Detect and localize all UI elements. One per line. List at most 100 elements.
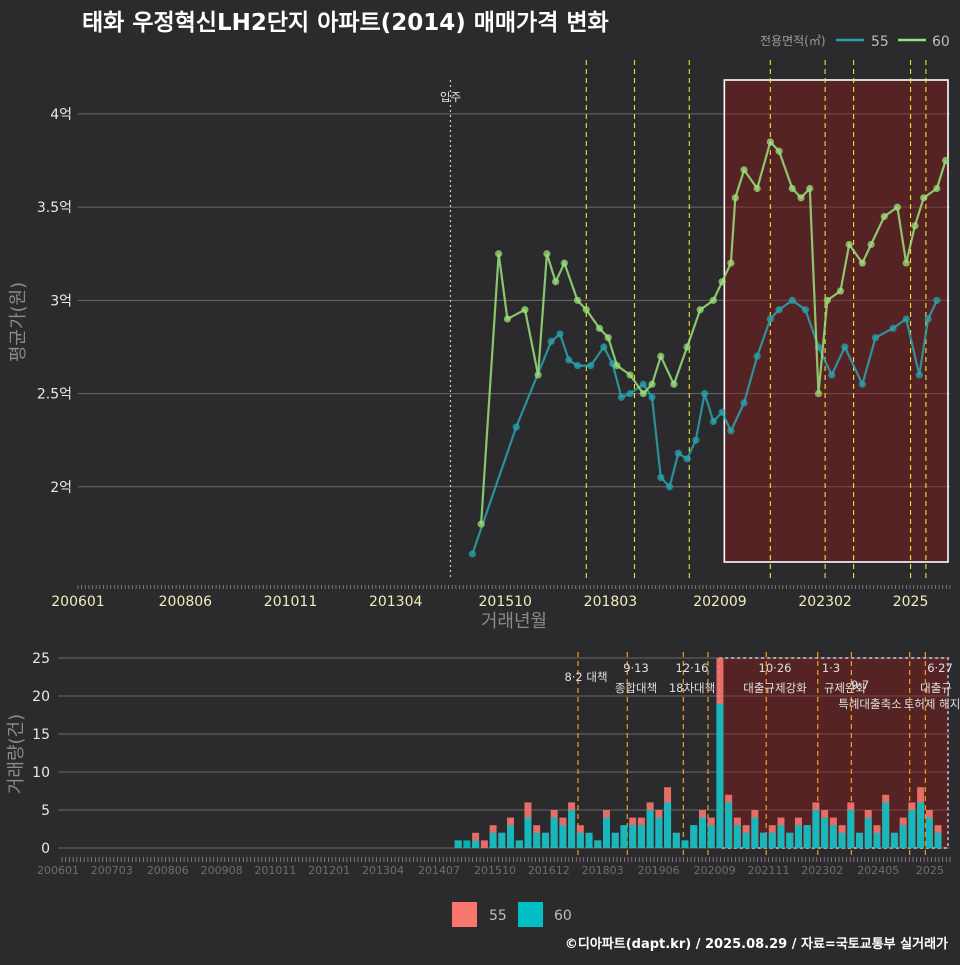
bar-55 (480, 840, 488, 848)
policy-name-label: 규제완화 (824, 681, 867, 695)
bar-60 (882, 802, 890, 848)
x-tick-label: 201803 (584, 594, 637, 610)
data-point-60 (731, 194, 739, 202)
data-point-55 (788, 296, 796, 304)
bar-60 (890, 832, 898, 848)
policy-name-label: 18차대책 (669, 681, 715, 695)
bar-60 (594, 840, 602, 848)
data-point-55 (858, 380, 866, 388)
data-point-60 (942, 156, 950, 165)
data-point-60 (604, 334, 612, 342)
x-tick-label: 202009 (693, 594, 746, 610)
bar-x-tick-label: 200806 (147, 864, 189, 877)
bar-60 (454, 840, 462, 848)
bar-x-tick-label: 200703 (91, 864, 133, 877)
move-in-label: 입주 (440, 90, 461, 104)
policy-name-label: 토허제 해지 (904, 697, 960, 711)
bar-60 (515, 840, 523, 848)
bar-y-tick-label: 20 (32, 689, 50, 705)
data-point-60 (534, 371, 542, 379)
bar-60 (550, 817, 558, 848)
policy-name-label: 종합대책 (615, 681, 657, 695)
bar-60 (472, 840, 480, 848)
y-tick-label: 3억 (50, 293, 72, 309)
data-point-60 (670, 380, 678, 388)
bar-x-tick-label: 201803 (582, 864, 624, 877)
bar-60 (812, 810, 820, 848)
data-point-55 (674, 449, 682, 457)
x-tick-label: 200806 (159, 594, 213, 610)
data-point-60 (727, 259, 735, 267)
bar-x-tick-label: 201407 (418, 864, 460, 877)
bar-x-tick-label: 201304 (362, 864, 404, 877)
highlight-band (723, 79, 949, 563)
data-point-60 (521, 306, 529, 314)
bar-60 (742, 832, 750, 848)
data-point-60 (503, 315, 512, 323)
data-point-60 (543, 250, 551, 258)
data-point-55 (617, 393, 625, 401)
policy-date-label: 9·7 (851, 678, 869, 692)
bar-y-axis-title: 거래량(건) (6, 714, 27, 794)
bar-60 (934, 832, 942, 848)
data-point-55 (709, 417, 717, 426)
bar-y-tick-label: 10 (32, 765, 50, 781)
bar-60 (541, 832, 549, 848)
data-point-60 (766, 138, 774, 146)
data-point-55 (626, 389, 634, 398)
bar-x-tick-label: 201906 (638, 864, 680, 877)
x-tick-label: 201510 (479, 594, 532, 610)
data-point-60 (657, 352, 665, 360)
data-point-55 (512, 423, 520, 431)
bar-x-tick-label: 201510 (474, 864, 516, 877)
bar-x-tick-label: 201201 (308, 864, 350, 877)
bar-legend-swatch-60 (518, 902, 543, 927)
data-point-55 (727, 427, 735, 435)
legend-label-60: 60 (932, 34, 950, 50)
data-point-55 (573, 362, 582, 370)
bar-60 (864, 817, 872, 848)
bar-60 (559, 825, 567, 848)
data-point-55 (933, 296, 941, 304)
bar-60 (707, 825, 715, 848)
bar-60 (908, 810, 916, 848)
bar-legend-swatch-55 (452, 902, 477, 927)
bar-y-tick-label: 15 (32, 727, 50, 743)
data-point-60 (797, 194, 805, 202)
data-point-60 (648, 380, 656, 388)
data-point-55 (657, 473, 665, 482)
data-point-60 (718, 278, 726, 286)
y-tick-label: 4억 (50, 107, 72, 123)
bar-60 (629, 825, 637, 848)
bar-60 (463, 840, 471, 848)
data-point-55 (600, 343, 608, 351)
bar-60 (681, 840, 689, 848)
bar-60 (751, 817, 759, 848)
bar-60 (794, 825, 802, 848)
bar-x-tick-label: 202302 (801, 864, 843, 877)
data-point-55 (639, 380, 647, 388)
bar-60 (585, 832, 593, 848)
policy-date-label: 6·27 (927, 661, 953, 675)
data-point-55 (841, 343, 849, 351)
data-point-60 (845, 240, 853, 249)
policy-name-label: 특례대출축소 (838, 697, 901, 711)
data-point-55 (692, 436, 700, 444)
bar-x-tick-label: 201612 (528, 864, 570, 877)
data-point-60 (933, 184, 941, 193)
data-point-60 (613, 362, 621, 370)
y-axis-title: 평균가(원) (8, 282, 29, 362)
x-tick-label: 200601 (51, 594, 104, 610)
bar-60 (524, 817, 532, 848)
data-point-55 (889, 324, 897, 332)
bar-y-tick-label: 25 (32, 651, 50, 667)
bar-60 (646, 810, 654, 848)
data-point-60 (639, 389, 647, 398)
footer-credit: ©디아파트(dapt.kr) / 2025.08.29 / 자료=국토교통부 실… (565, 936, 948, 952)
policy-date-label: 9·13 (623, 661, 649, 675)
x-tick-label: 201304 (369, 594, 423, 610)
policy-date-label: 12·16 (676, 661, 709, 675)
legend-label-55: 55 (871, 34, 889, 50)
